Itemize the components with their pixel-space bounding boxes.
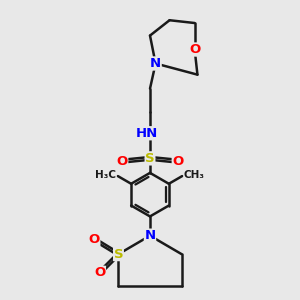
Text: N: N [150,57,161,70]
Text: H₃C: H₃C [95,170,116,180]
Text: N: N [144,229,156,242]
Text: CH₃: CH₃ [184,170,205,180]
Text: HN: HN [136,127,158,140]
Text: O: O [94,266,105,279]
Text: O: O [189,43,200,56]
Text: O: O [88,233,100,246]
Text: S: S [145,152,155,165]
Text: S: S [114,248,123,261]
Text: O: O [172,155,184,168]
Text: O: O [116,155,128,168]
